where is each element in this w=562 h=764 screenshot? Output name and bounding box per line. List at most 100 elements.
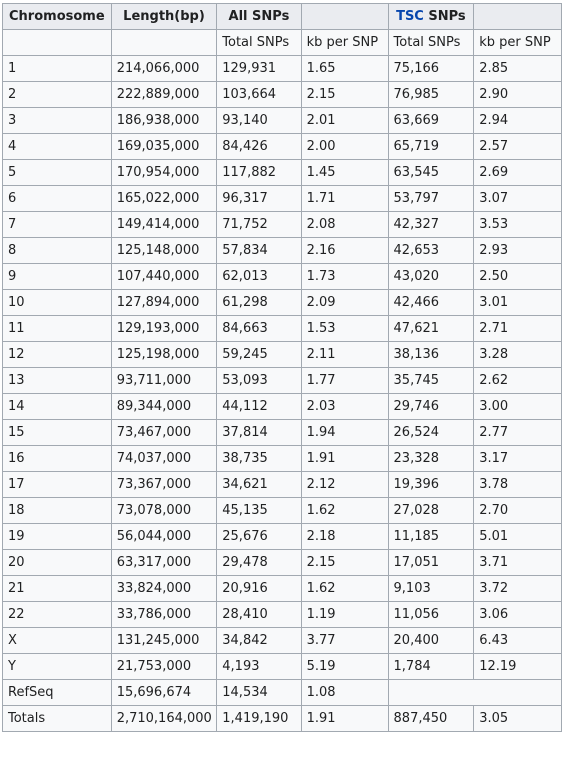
cell-chromosome: Totals: [2, 705, 112, 732]
cell-chromosome: 9: [2, 263, 112, 290]
header-chromosome: Chromosome: [2, 3, 112, 30]
cell-tsc-total: 27,028: [387, 497, 475, 524]
cell-tsc-total: 23,328: [387, 445, 475, 472]
cell-length: 73,367,000: [110, 471, 218, 498]
cell-length: 33,824,000: [110, 575, 218, 602]
cell-tsc-kb: 3.07: [473, 185, 562, 212]
cell-chromosome: 7: [2, 211, 112, 238]
cell-tsc-total: 42,327: [387, 211, 475, 238]
subheader-tsc-kb: kb per SNP: [473, 29, 562, 56]
table-row: Y 21,753,000 4,193 5.19 1,784 12.19: [2, 653, 562, 680]
cell-all-kb: 1.91: [300, 445, 389, 472]
subheader-tsc-total: Total SNPs: [387, 29, 475, 56]
cell-tsc-kb: 3.00: [473, 393, 562, 420]
table-row: 4 169,035,000 84,426 2.00 65,719 2.57: [2, 133, 562, 160]
cell-chromosome: RefSeq: [2, 679, 112, 706]
cell-all-kb: 1.65: [300, 55, 389, 82]
cell-chromosome: 10: [2, 289, 112, 316]
cell-all-total: 103,664: [216, 81, 302, 108]
cell-chromosome: 21: [2, 575, 112, 602]
cell-chromosome: X: [2, 627, 112, 654]
tsc-suffix: SNPs: [423, 9, 466, 24]
cell-all-total: 96,317: [216, 185, 302, 212]
cell-tsc-kb: 3.01: [473, 289, 562, 316]
table-row: 7 149,414,000 71,752 2.08 42,327 3.53: [2, 211, 562, 238]
cell-length: 129,193,000: [110, 315, 218, 342]
cell-all-total: 71,752: [216, 211, 302, 238]
cell-tsc-total: 47,621: [387, 315, 475, 342]
cell-length: 33,786,000: [110, 601, 218, 628]
cell-tsc-total: 11,185: [387, 523, 475, 550]
cell-tsc-kb: 12.19: [473, 653, 562, 680]
table-row: 10 127,894,000 61,298 2.09 42,466 3.01: [2, 289, 562, 316]
cell-all-total: 34,842: [216, 627, 302, 654]
cell-all-kb: 2.18: [300, 523, 389, 550]
table-row: 9 107,440,000 62,013 1.73 43,020 2.50: [2, 263, 562, 290]
subheader-all-total: Total SNPs: [216, 29, 302, 56]
cell-all-total: 59,245: [216, 341, 302, 368]
cell-all-total: 4,193: [216, 653, 302, 680]
cell-tsc-total: 75,166: [387, 55, 475, 82]
tsc-link[interactable]: TSC: [396, 9, 424, 24]
cell-tsc-kb: 2.85: [473, 55, 562, 82]
cell-tsc-kb: 2.94: [473, 107, 562, 134]
cell-all-kb: 1.73: [300, 263, 389, 290]
cell-all-kb: 2.16: [300, 237, 389, 264]
cell-all-total: 57,834: [216, 237, 302, 264]
header-length: Length(bp): [110, 3, 218, 30]
cell-tsc-kb: 3.72: [473, 575, 562, 602]
refseq-row: RefSeq 15,696,674 14,534 1.08: [2, 679, 562, 706]
cell-length: 170,954,000: [110, 159, 218, 186]
cell-tsc-total: 29,746: [387, 393, 475, 420]
cell-chromosome: 14: [2, 393, 112, 420]
header-tsc-snps: TSC SNPs: [387, 3, 475, 30]
snp-table: Chromosome Length(bp) All SNPs TSC SNPs …: [2, 3, 562, 732]
cell-length: 186,938,000: [110, 107, 218, 134]
cell-all-total: 53,093: [216, 367, 302, 394]
cell-chromosome: Y: [2, 653, 112, 680]
table-row: 16 74,037,000 38,735 1.91 23,328 3.17: [2, 445, 562, 472]
cell-length: 222,889,000: [110, 81, 218, 108]
cell-all-total: 25,676: [216, 523, 302, 550]
cell-tsc-total: 65,719: [387, 133, 475, 160]
cell-tsc-kb: 2.50: [473, 263, 562, 290]
cell-chromosome: 22: [2, 601, 112, 628]
cell-tsc-total: 17,051: [387, 549, 475, 576]
cell-all-kb: 1.94: [300, 419, 389, 446]
cell-all-kb: 2.08: [300, 211, 389, 238]
cell-all-kb: 1.45: [300, 159, 389, 186]
cell-chromosome: 3: [2, 107, 112, 134]
table-row: 17 73,367,000 34,621 2.12 19,396 3.78: [2, 471, 562, 498]
cell-all-total: 38,735: [216, 445, 302, 472]
cell-chromosome: 13: [2, 367, 112, 394]
cell-length: 21,753,000: [110, 653, 218, 680]
cell-tsc-kb: 3.71: [473, 549, 562, 576]
table-row: 3 186,938,000 93,140 2.01 63,669 2.94: [2, 107, 562, 134]
cell-tsc-total: 26,524: [387, 419, 475, 446]
cell-length: 74,037,000: [110, 445, 218, 472]
cell-tsc-kb: 2.71: [473, 315, 562, 342]
cell-tsc-kb: 2.77: [473, 419, 562, 446]
cell-tsc-total: 53,797: [387, 185, 475, 212]
cell-all-total: 20,916: [216, 575, 302, 602]
cell-chromosome: 1: [2, 55, 112, 82]
header-empty-1: [300, 3, 389, 30]
table-row: 2 222,889,000 103,664 2.15 76,985 2.90: [2, 81, 562, 108]
cell-all-kb: 2.15: [300, 81, 389, 108]
table-row: 13 93,711,000 53,093 1.77 35,745 2.62: [2, 367, 562, 394]
cell-all-total: 1,419,190: [216, 705, 302, 732]
cell-all-kb: 3.77: [300, 627, 389, 654]
cell-length: 63,317,000: [110, 549, 218, 576]
cell-chromosome: 6: [2, 185, 112, 212]
table-row: 8 125,148,000 57,834 2.16 42,653 2.93: [2, 237, 562, 264]
table-row: 15 73,467,000 37,814 1.94 26,524 2.77: [2, 419, 562, 446]
table-row: 14 89,344,000 44,112 2.03 29,746 3.00: [2, 393, 562, 420]
cell-tsc-total: 43,020: [387, 263, 475, 290]
header-row: Chromosome Length(bp) All SNPs TSC SNPs: [2, 3, 562, 30]
subheader-all-kb: kb per SNP: [300, 29, 389, 56]
table-row: 1 214,066,000 129,931 1.65 75,166 2.85: [2, 55, 562, 82]
cell-tsc-empty: [387, 679, 562, 706]
cell-all-kb: 2.11: [300, 341, 389, 368]
cell-all-kb: 2.00: [300, 133, 389, 160]
cell-length: 165,022,000: [110, 185, 218, 212]
